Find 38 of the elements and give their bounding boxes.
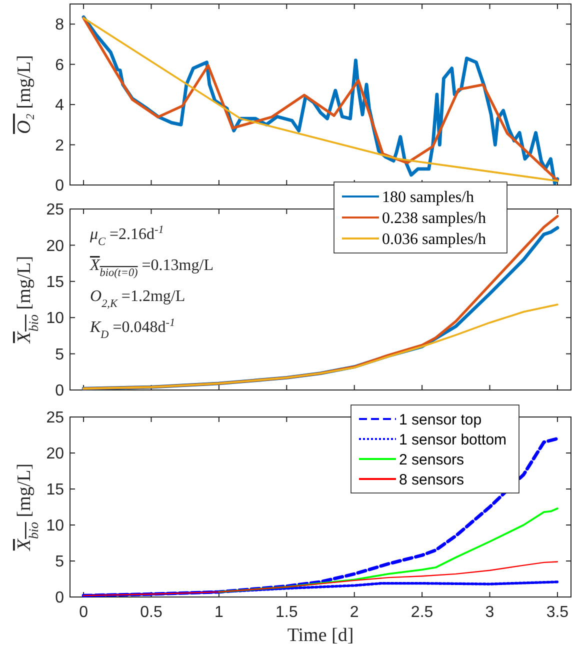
y-tick-label: 4 bbox=[55, 97, 64, 114]
y-tick-label: 0 bbox=[55, 590, 64, 607]
y-tick-label: 20 bbox=[46, 238, 64, 255]
y-tick-label: 2 bbox=[55, 137, 64, 154]
y-tick-label: 5 bbox=[55, 346, 64, 364]
legend-label: 1 sensor bottom bbox=[399, 431, 507, 448]
annotation: μ$_{C}$ =2.16d$^{-1}$ bbox=[89, 224, 164, 248]
y-tick-label: 8 bbox=[55, 16, 64, 34]
legend-label: 8 sensors bbox=[399, 471, 464, 488]
x-tick-label: 0.5 bbox=[140, 604, 162, 621]
annotation: O$_{2,K}$ =1.2mg/L bbox=[90, 288, 186, 310]
x-tick-label: 1.5 bbox=[276, 604, 298, 621]
y-tick-label: 0 bbox=[55, 382, 64, 400]
y-tick-label: 6 bbox=[55, 56, 64, 74]
y-tick-label: 15 bbox=[46, 482, 64, 499]
legend-label: 1 sensor top bbox=[399, 411, 482, 428]
y-tick-label: 10 bbox=[46, 518, 64, 535]
y-tick-label: 10 bbox=[46, 310, 64, 328]
x-tick-label: 3.5 bbox=[546, 604, 569, 621]
x-tick-label: 3 bbox=[485, 604, 494, 621]
x-tick-label: 2 bbox=[350, 604, 359, 621]
y-axis-title: O₂ [mg/L] bbox=[14, 55, 35, 134]
legend-label: 0.036 samples/h bbox=[382, 231, 486, 248]
y-tick-label: 15 bbox=[46, 274, 64, 291]
y-tick-label: 25 bbox=[46, 410, 64, 427]
y-tick-label: 20 bbox=[46, 446, 64, 463]
x-tick-label: 1 bbox=[214, 604, 224, 621]
annotation: K$_{D}$ =0.048d$^{-1}$ bbox=[89, 317, 176, 341]
y-tick-label: 5 bbox=[55, 554, 64, 571]
legend-label: 180 samples/h bbox=[382, 189, 474, 206]
legend-label: 2 sensors bbox=[399, 451, 464, 468]
y-tick-label: 25 bbox=[46, 202, 64, 219]
x-tick-label: 0 bbox=[79, 604, 88, 621]
annotation: X$_{bio(t=0)}$ =0.13mg/L bbox=[89, 257, 214, 279]
y-tick-label: 0 bbox=[55, 178, 64, 195]
x-axis-title: Time [d] bbox=[287, 625, 354, 646]
x-tick-label: 2.5 bbox=[410, 604, 434, 621]
legend-label: 0.238 samples/h bbox=[382, 210, 486, 228]
